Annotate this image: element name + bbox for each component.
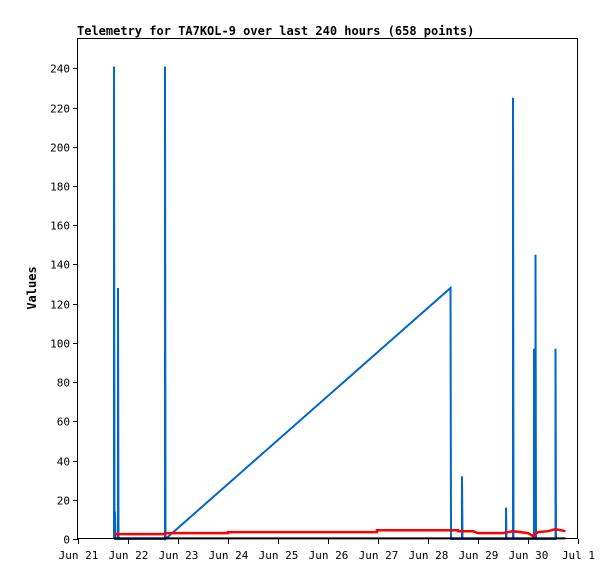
y-tick-label: 0 bbox=[63, 534, 70, 547]
y-tick-label: 100 bbox=[50, 338, 70, 351]
series-line-2 bbox=[114, 527, 566, 538]
x-tick-label: Jun 23 bbox=[159, 549, 199, 562]
x-tick-label: Jun 29 bbox=[459, 549, 499, 562]
chart-title: Telemetry for TA7KOL-9 over last 240 hou… bbox=[77, 24, 474, 38]
y-axis: 0 20 40 60 80 100 120 140 160 180 200 220 240 bbox=[50, 63, 78, 547]
x-tick-label: Jun 24 bbox=[209, 549, 249, 562]
y-tick-label: 140 bbox=[50, 259, 70, 272]
x-tick-label: Jun 27 bbox=[359, 549, 399, 562]
series-line-1 bbox=[113, 66, 557, 542]
y-axis-label: Values bbox=[25, 266, 39, 309]
y-tick-label: 120 bbox=[50, 299, 70, 312]
y-tick-label: 240 bbox=[50, 63, 70, 76]
x-tick-label: Jun 25 bbox=[259, 549, 299, 562]
y-tick-label: 80 bbox=[57, 377, 70, 390]
y-tick-label: 180 bbox=[50, 181, 70, 194]
x-tick-label: Jun 30 bbox=[509, 549, 549, 562]
x-tick-label: Jun 21 bbox=[59, 549, 99, 562]
series-layer bbox=[113, 66, 566, 542]
y-tick-label: 160 bbox=[50, 220, 70, 233]
x-tick-label: Jun 28 bbox=[409, 549, 449, 562]
y-tick-label: 40 bbox=[57, 456, 70, 469]
plot-frame bbox=[77, 38, 578, 539]
x-tick-label: Jun 22 bbox=[109, 549, 149, 562]
x-tick-label: Jul 1 bbox=[562, 549, 595, 562]
y-tick-label: 200 bbox=[50, 142, 70, 155]
y-tick-label: 220 bbox=[50, 103, 70, 116]
x-tick-label: Jun 26 bbox=[309, 549, 349, 562]
y-tick-label: 20 bbox=[57, 495, 70, 508]
y-tick-label: 60 bbox=[57, 416, 70, 429]
x-axis: Jun 21 Jun 22 Jun 23 Jun 24 Jun 25 Jun 26 Jun … bbox=[59, 539, 595, 562]
